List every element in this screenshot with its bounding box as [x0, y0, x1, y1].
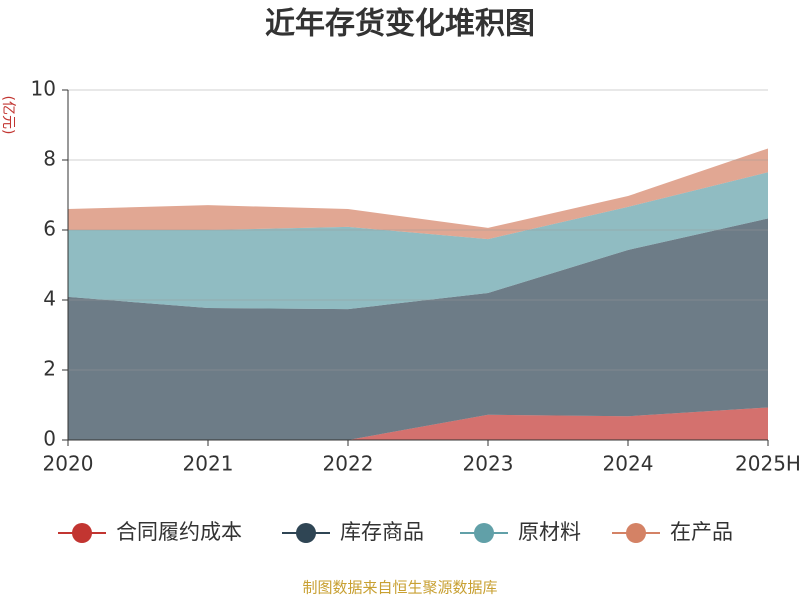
legend-marker	[474, 523, 494, 543]
x-tick-label: 2022	[323, 452, 374, 476]
y-tick-label: 6	[43, 217, 56, 241]
x-tick-label: 2020	[43, 452, 94, 476]
chart-title: 近年存货变化堆积图	[265, 7, 535, 42]
legend-label: 合同履约成本	[116, 520, 242, 544]
legend-label: 库存商品	[340, 520, 424, 544]
legend-marker	[626, 523, 646, 543]
area	[68, 172, 768, 310]
area	[68, 407, 768, 440]
x-tick-label: 2025H	[735, 452, 800, 476]
legend-marker	[296, 523, 316, 543]
legend-marker	[72, 523, 92, 543]
area	[68, 148, 768, 240]
y-tick-label: 0	[43, 427, 56, 451]
y-axis-label: (亿元)	[0, 96, 16, 135]
area	[68, 218, 768, 440]
y-tick-label: 2	[43, 357, 56, 381]
y-tick-label: 10	[31, 77, 56, 101]
x-tick-label: 2021	[183, 452, 234, 476]
x-tick-label: 2023	[463, 452, 514, 476]
legend-label: 原材料	[518, 520, 581, 544]
x-tick-label: 2024	[603, 452, 654, 476]
y-tick-label: 8	[43, 147, 56, 171]
y-tick-label: 4	[43, 287, 56, 311]
source-note: 制图数据来自恒生聚源数据库	[302, 579, 497, 597]
legend-label: 在产品	[670, 520, 733, 544]
